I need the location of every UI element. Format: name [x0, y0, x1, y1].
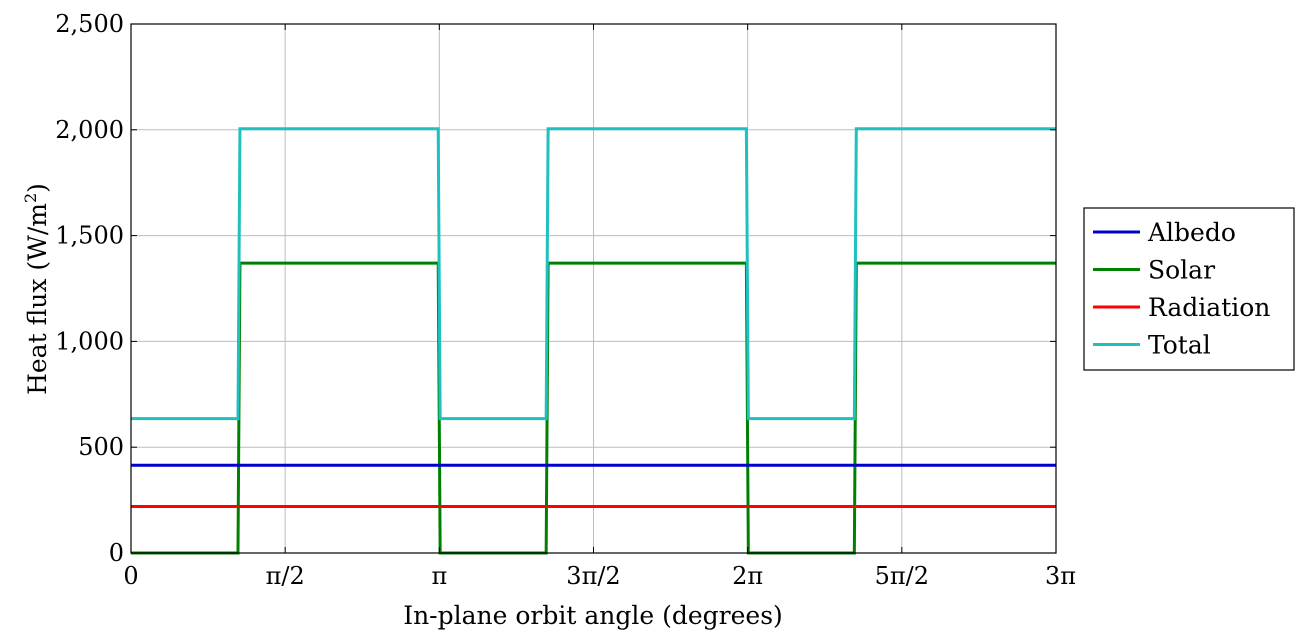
y-axis-label-sup: 2 — [21, 193, 40, 203]
y-tick-label: 1,000 — [55, 327, 124, 355]
series-group — [131, 127, 1056, 555]
y-tick-label: 1,500 — [55, 222, 124, 250]
series-line-total — [131, 127, 1056, 421]
x-tick-label: 3π — [1045, 562, 1076, 590]
y-tick-labels: 0 500 1,000 1,500 2,000 2,500 — [55, 10, 124, 567]
x-tick-label: 3π/2 — [566, 562, 620, 590]
x-tick-label: 0 — [123, 562, 138, 590]
legend-label-total: Total — [1148, 331, 1211, 360]
x-axis-label: In-plane orbit angle (degrees) — [403, 601, 783, 630]
y-axis-label: Heat flux (W/m2) — [21, 183, 52, 395]
y-axis-label-close: ) — [23, 183, 52, 193]
legend: Albedo Solar Radiation Total — [1083, 207, 1295, 371]
legend-label-radiation: Radiation — [1148, 293, 1270, 322]
y-tick-label: 500 — [78, 433, 124, 461]
y-tick-label: 2,500 — [55, 10, 124, 38]
legend-label-solar: Solar — [1148, 256, 1215, 285]
x-tick-label: π/2 — [266, 562, 305, 590]
x-tick-labels: 0 π/2 π 3π/2 2π 5π/2 3π — [123, 562, 1076, 590]
x-tick-label: π — [431, 562, 447, 590]
y-axis-label-main: Heat flux (W/m — [23, 203, 52, 395]
x-tick-label: 2π — [732, 562, 763, 590]
y-tick-label: 0 — [109, 539, 124, 567]
y-tick-label: 2,000 — [55, 116, 124, 144]
axis-ticks — [130, 23, 1057, 554]
x-tick-label: 5π/2 — [875, 562, 929, 590]
grid — [130, 23, 1057, 554]
legend-label-albedo: Albedo — [1147, 218, 1236, 247]
